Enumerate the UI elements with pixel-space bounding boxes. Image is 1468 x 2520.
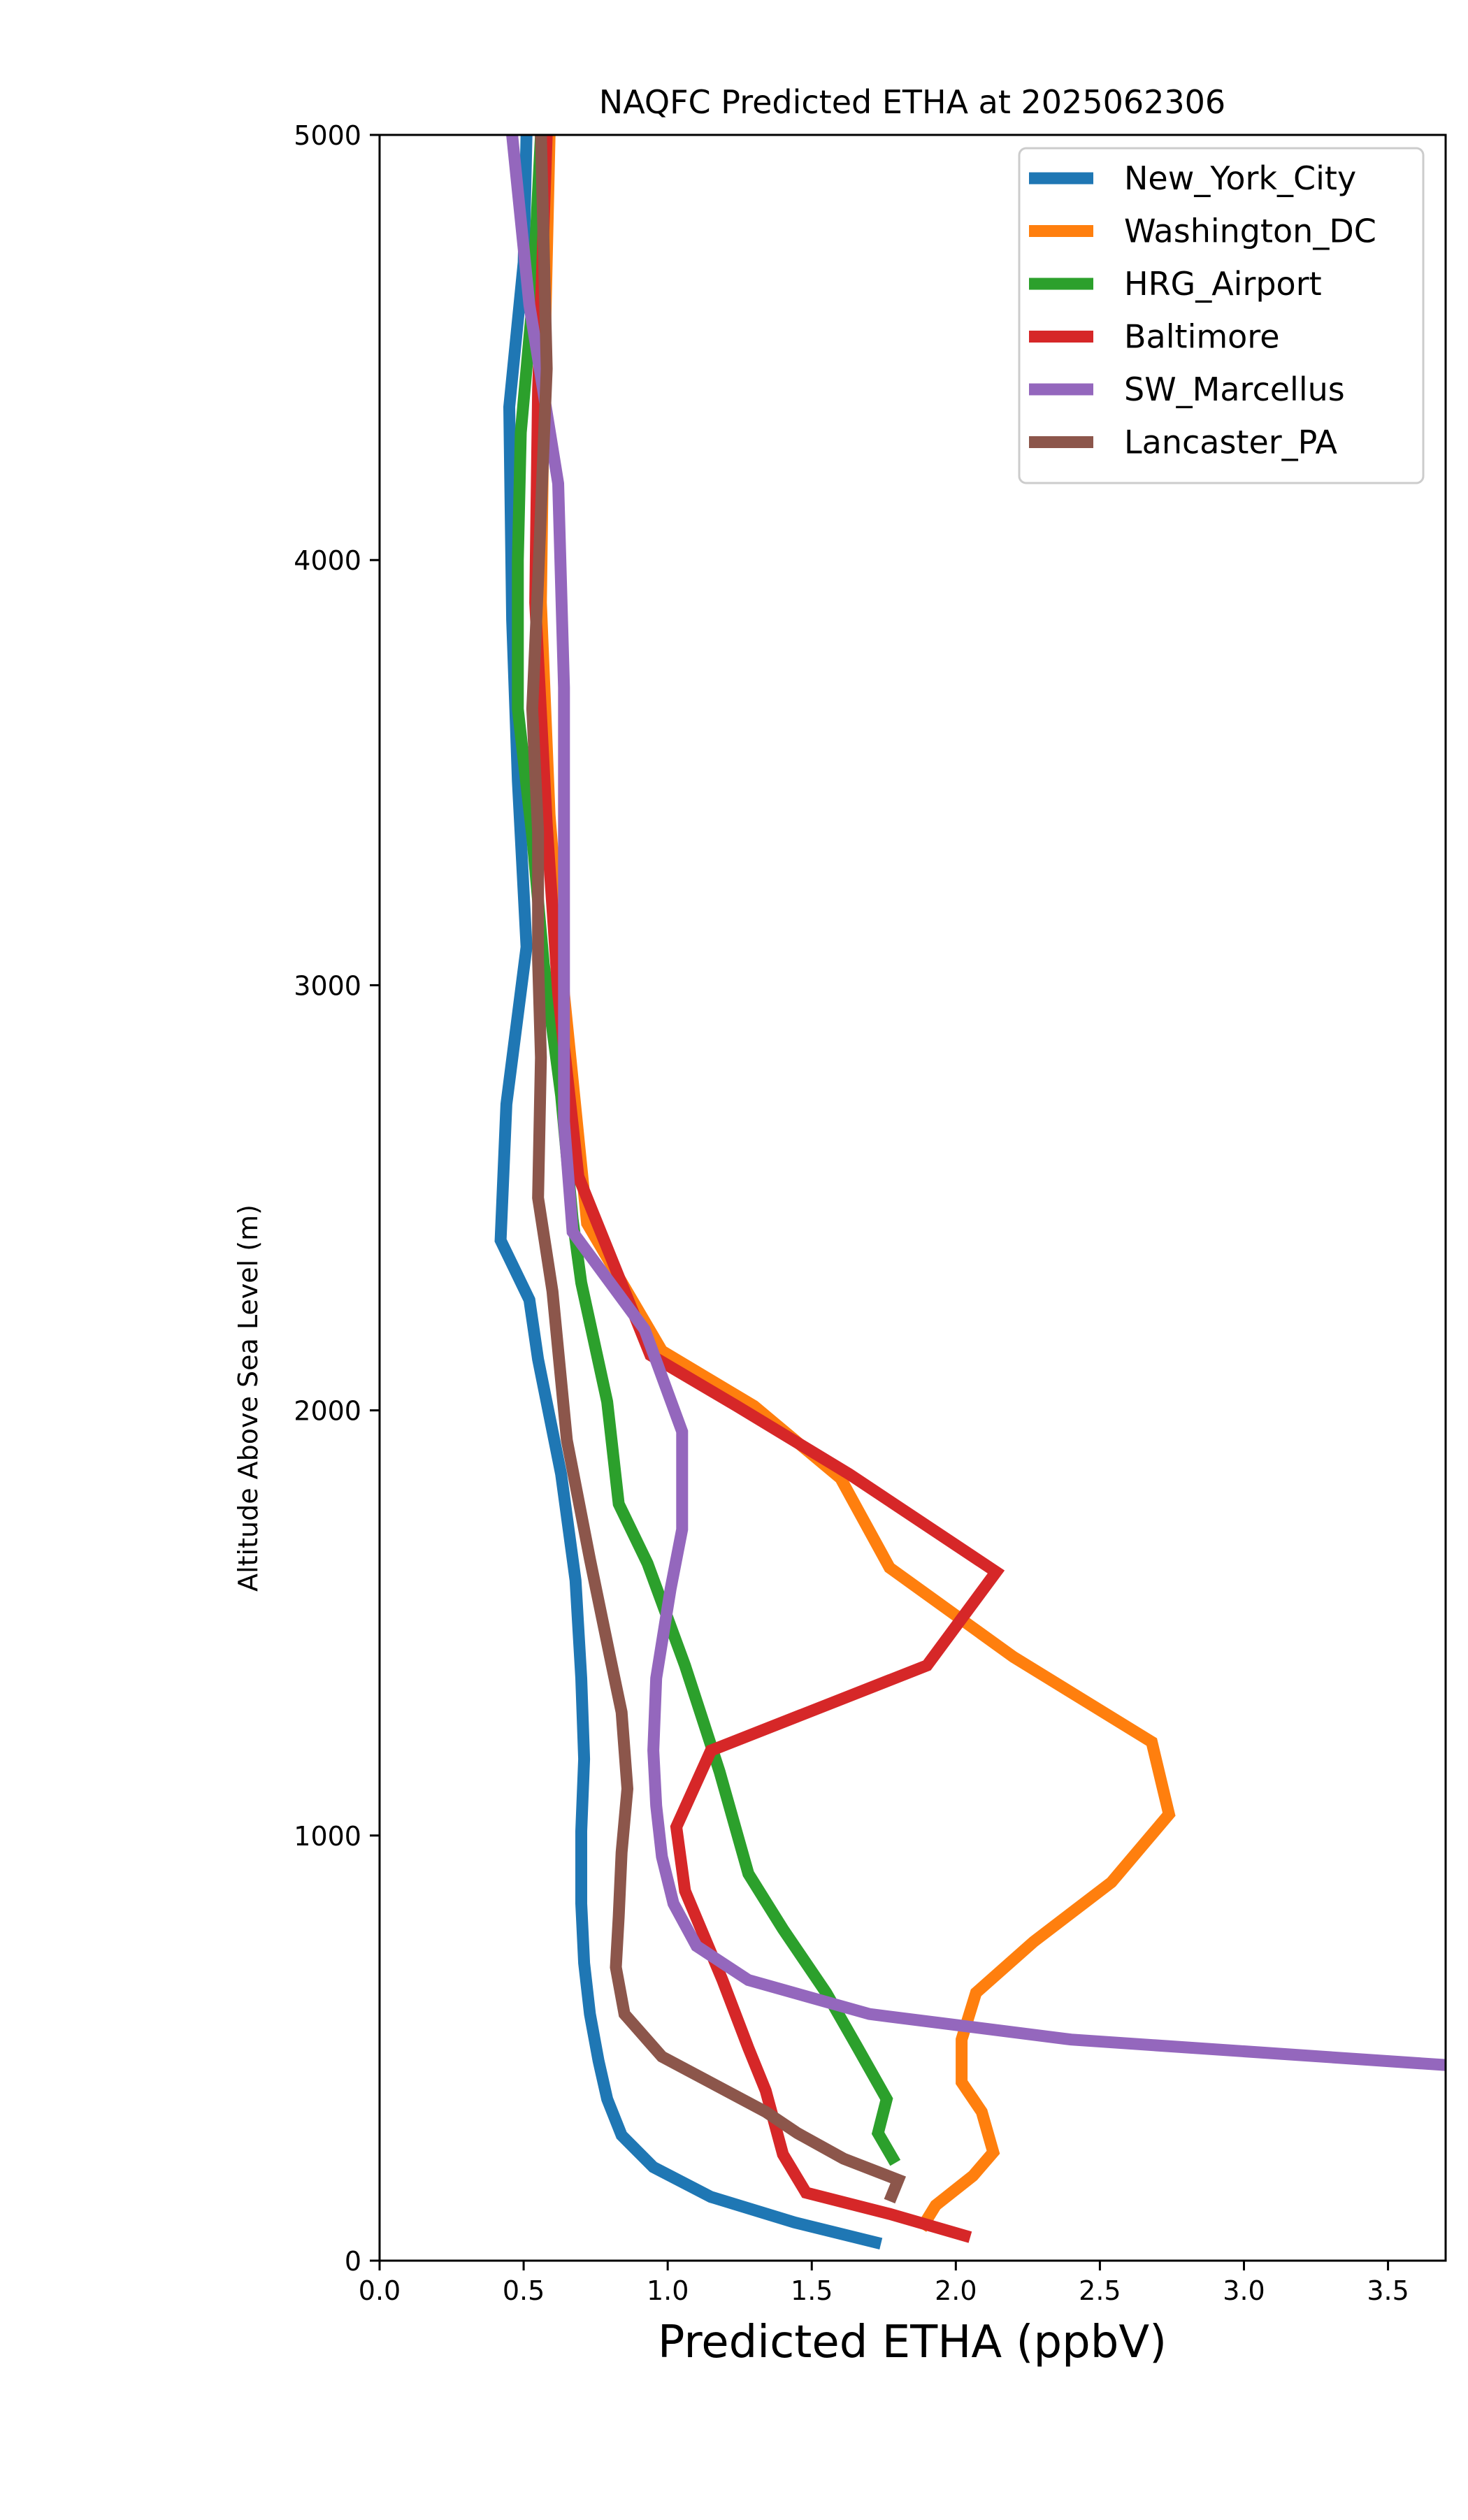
x-tick-label: 3.5: [1367, 2275, 1409, 2306]
series-layer: [494, 135, 1446, 2249]
y-tick-label: 0: [345, 2246, 361, 2277]
series-line-lancaster-pa: [526, 135, 907, 2204]
x-tick-label: 1.5: [791, 2275, 833, 2306]
x-tick-label: 0.0: [359, 2275, 401, 2306]
legend-label: New_York_City: [1124, 159, 1356, 197]
y-axis-label: Altitude Above Sea Level (m): [233, 1204, 264, 1592]
y-tick-label: 3000: [294, 970, 361, 1001]
legend-label: Lancaster_PA: [1124, 424, 1337, 461]
y-tick-label: 5000: [294, 120, 361, 151]
series-line-hrg-airport: [512, 135, 901, 2166]
plot-frame: [378, 134, 1447, 2262]
series-line-new-york-city: [494, 135, 883, 2249]
x-tick-label: 0.5: [503, 2275, 545, 2306]
ticks-layer: 0.0 0.5 1.0 1.5 2.0 2.5 3.0 3.5 0 1000 2000 3000 400…: [294, 120, 1409, 2306]
x-tick-label: 1.0: [647, 2275, 689, 2306]
y-tick-label: 2000: [294, 1396, 361, 1427]
x-tick-label: 2.5: [1079, 2275, 1121, 2306]
x-tick-label: 3.0: [1223, 2275, 1265, 2306]
x-tick-label: 2.0: [935, 2275, 977, 2306]
x-axis-label: Predicted ETHA (ppbV): [658, 2317, 1167, 2368]
legend-label: Baltimore: [1124, 318, 1280, 356]
legend-box: [1018, 147, 1425, 484]
series-line-baltimore: [529, 135, 1005, 2243]
series-line-sw-marcellus: [506, 135, 1446, 2071]
legend-label: SW_Marcellus: [1124, 370, 1345, 408]
legend-label: Washington_DC: [1124, 213, 1376, 250]
legend: New_York_City Washington_DC HRG_Airport Bal…: [1018, 147, 1425, 484]
chart-title: NAQFC Predicted ETHA at 2025062306: [599, 83, 1225, 121]
legend-label: HRG_Airport: [1124, 265, 1322, 303]
y-tick-label: 4000: [294, 545, 361, 576]
y-tick-label: 1000: [294, 1821, 361, 1852]
